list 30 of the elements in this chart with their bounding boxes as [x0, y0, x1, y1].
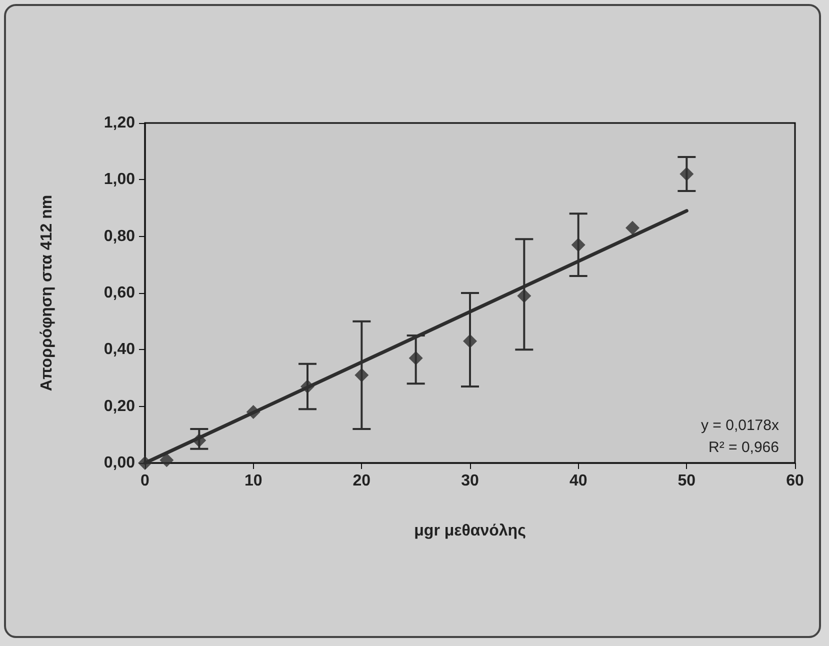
- x-tick-label: 20: [352, 472, 371, 490]
- point: [138, 456, 152, 470]
- y-tick-label: 0,00: [104, 454, 136, 472]
- point: [517, 288, 532, 303]
- point: [571, 238, 586, 252]
- y-tick-label: 1,00: [104, 171, 136, 188]
- x-tick-label: 0: [140, 472, 150, 490]
- point: [680, 167, 694, 181]
- point: [192, 433, 206, 448]
- point: [300, 380, 314, 394]
- x-tick-label: 10: [244, 472, 262, 490]
- point: [354, 368, 369, 382]
- x-tick-label: 50: [678, 472, 696, 490]
- y-axis-title: Απορρόφηση στα 412 nm: [38, 194, 56, 392]
- point: [626, 220, 640, 235]
- annotation: y = 0,0178x: [701, 417, 780, 434]
- y-tick-label: 0,80: [104, 228, 136, 245]
- y-tick-label: 1,20: [104, 114, 136, 132]
- y-tick-label: 0,60: [104, 284, 136, 302]
- y-tick-label: 0,40: [104, 341, 136, 358]
- annotation: R² = 0,966: [708, 439, 779, 456]
- x-tick-label: 40: [569, 472, 588, 490]
- x-tick-label: 30: [461, 472, 479, 490]
- y-tick-label: 0,20: [104, 398, 136, 415]
- point: [463, 334, 477, 348]
- point: [246, 405, 260, 419]
- point: [160, 453, 174, 468]
- point: [408, 351, 423, 366]
- x-axis-title: μgr μεθανόλης: [414, 522, 526, 540]
- x-tick-label: 60: [786, 472, 804, 490]
